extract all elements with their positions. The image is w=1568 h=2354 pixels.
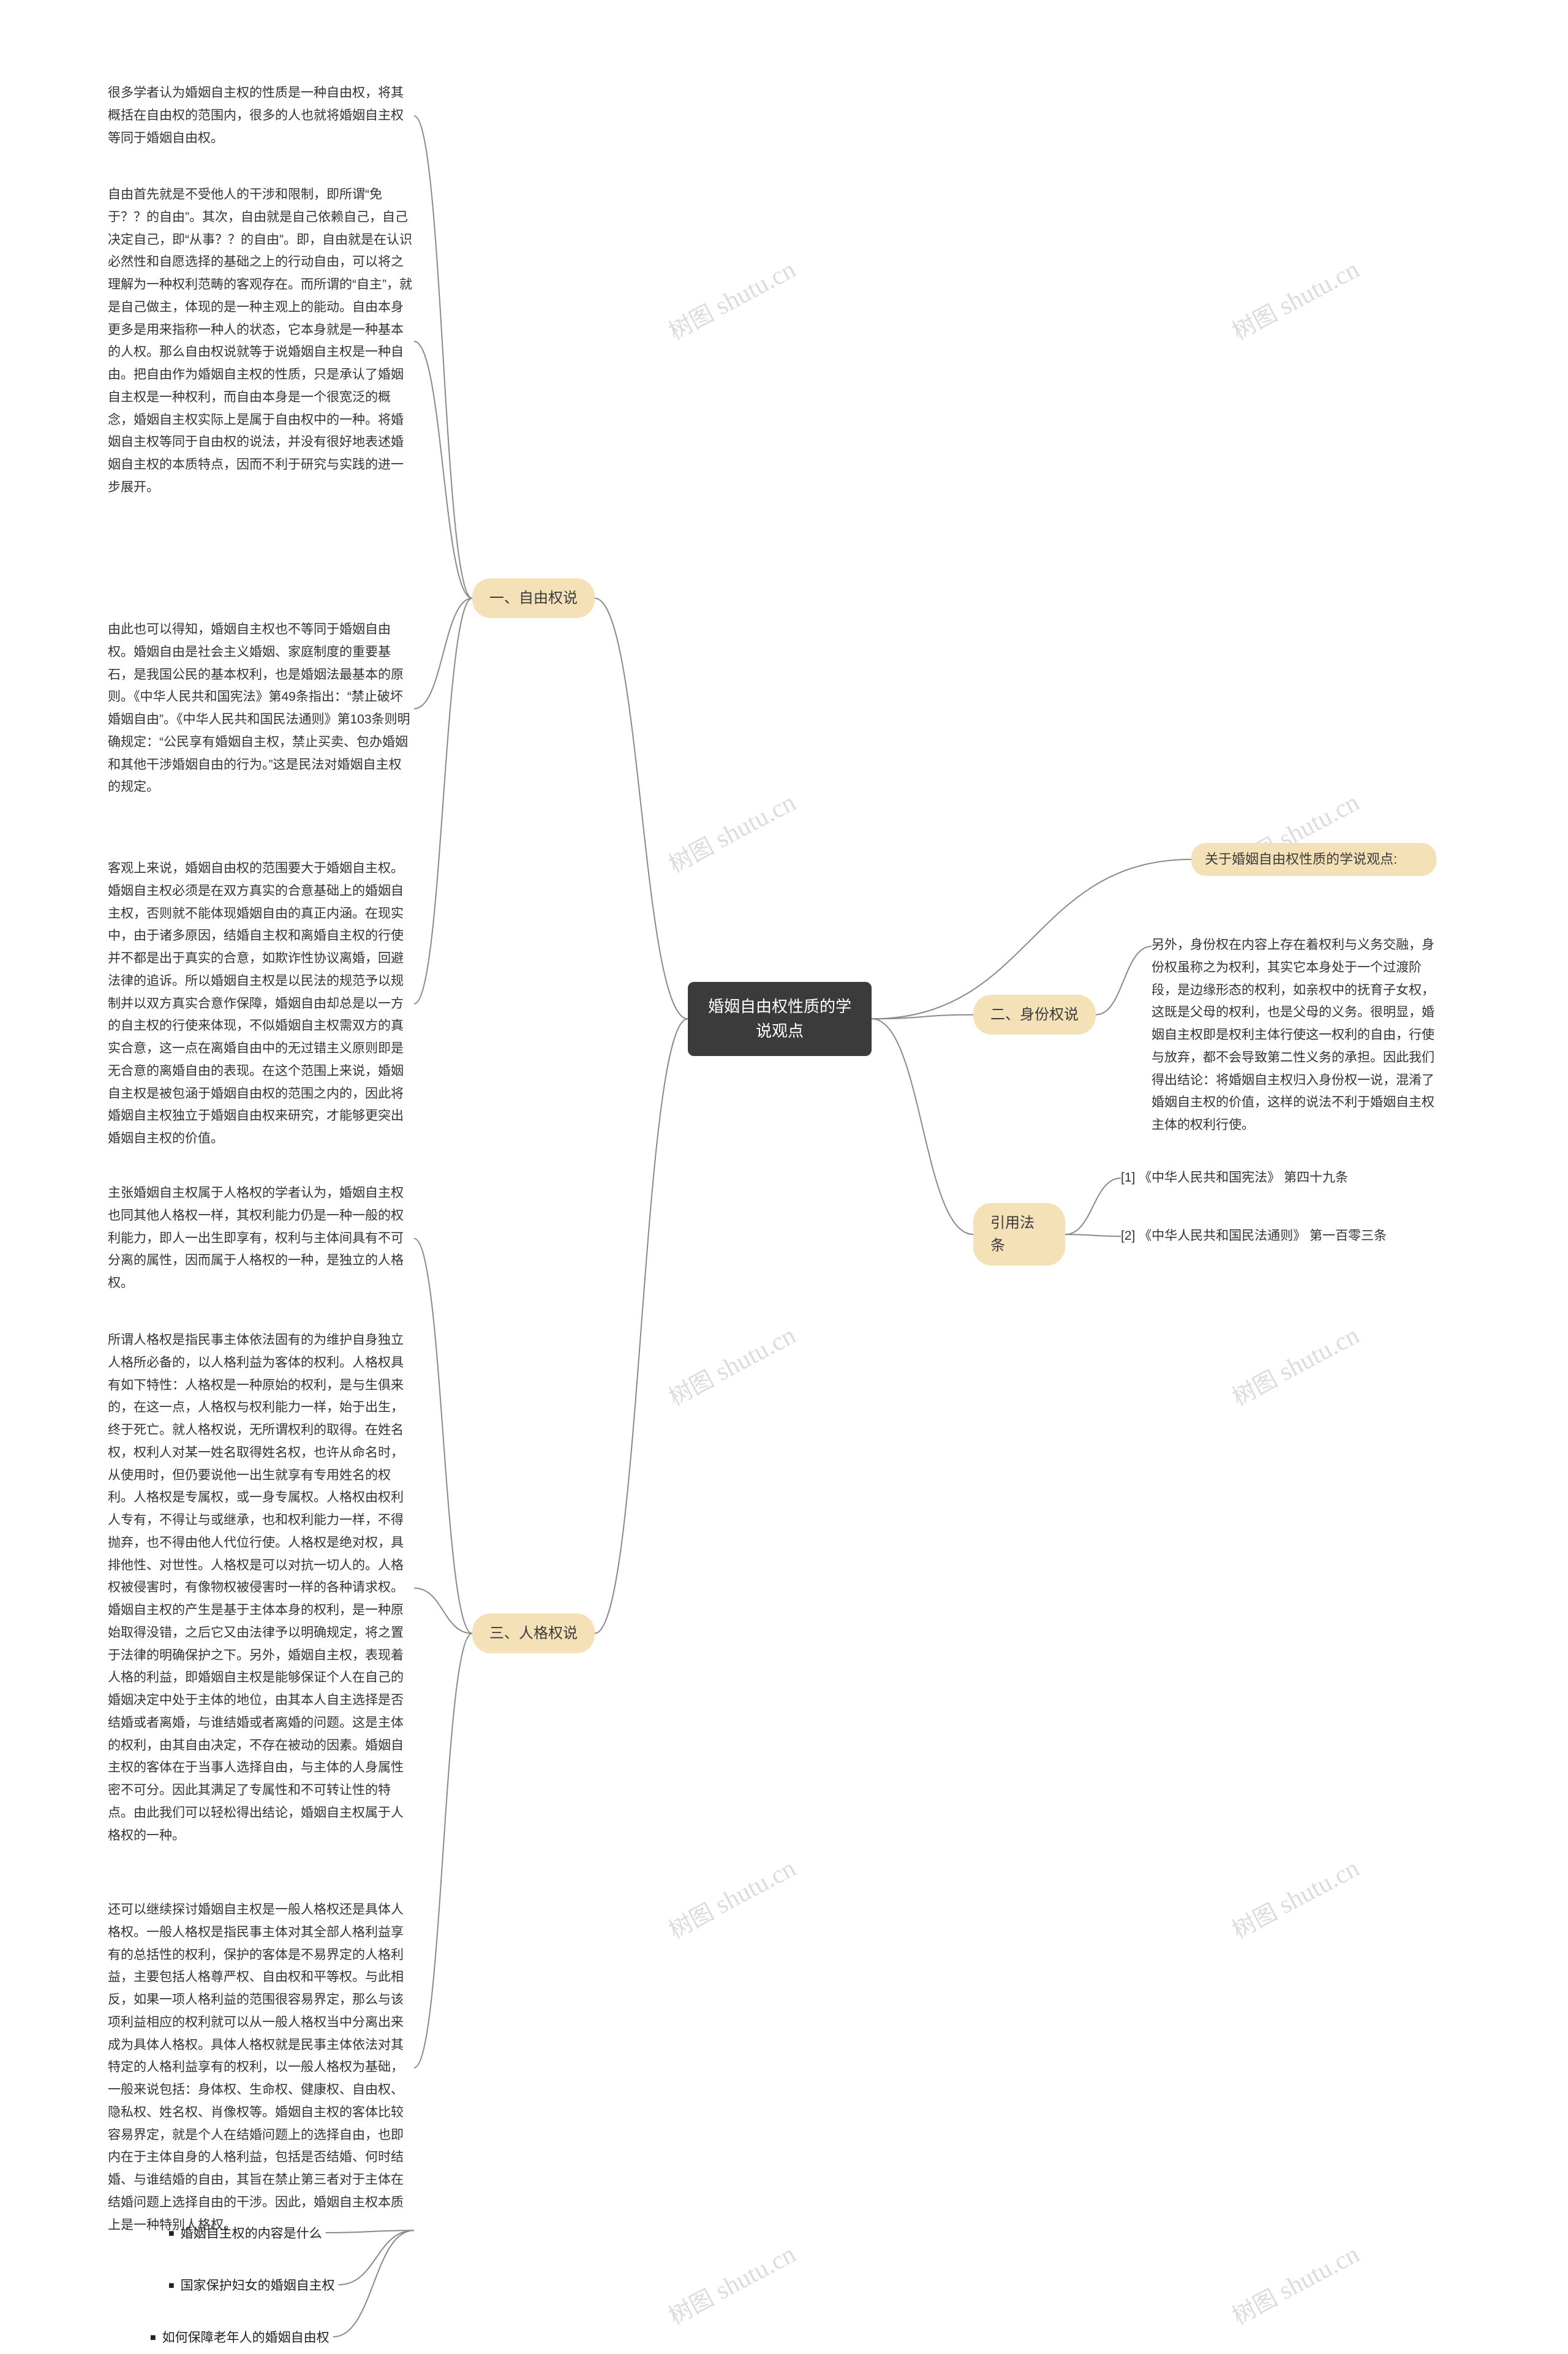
branch-label: 引用法条 xyxy=(990,1215,1035,1254)
leaf-text: 另外，身份权在内容上存在着权利与义务交融，身份权虽称之为权利，其实它本身处于一个… xyxy=(1152,934,1439,1137)
branch-label: 二、身份权说 xyxy=(990,1006,1079,1023)
branch-node-b1[interactable]: 一、自由权说 xyxy=(472,578,595,618)
watermark: 树图 shutu.cn xyxy=(662,784,801,879)
watermark: 树图 shutu.cn xyxy=(1225,1850,1364,1945)
leaf-text: 所谓人格权是指民事主体依法固有的为维护自身独立人格所必备的，以人格利益为客体的权… xyxy=(108,1329,414,1847)
branch-label: 关于婚姻自由权性质的学说观点: xyxy=(1205,851,1397,867)
bullet-link[interactable]: 国家保护妇女的婚姻自主权 xyxy=(168,2276,335,2294)
bullet-link[interactable]: 如何保障老年人的婚姻自由权 xyxy=(150,2328,330,2346)
mindmap-canvas: 树图 shutu.cn 树图 shutu.cn 树图 shutu.cn 树图 shut… xyxy=(0,0,1568,2354)
branch-label: 三、人格权说 xyxy=(489,1625,578,1642)
watermark: 树图 shutu.cn xyxy=(1225,251,1364,346)
branch-node-b2[interactable]: 二、身份权说 xyxy=(973,995,1096,1035)
watermark: 树图 shutu.cn xyxy=(662,251,801,346)
leaf-text: 自由首先就是不受他人的干涉和限制，即所谓“免于？？的自由”。其次，自由就是自己依… xyxy=(108,184,414,499)
leaf-text: [1] 《中华人民共和国宪法》 第四十九条 xyxy=(1121,1167,1390,1190)
leaf-text: 客观上来说，婚姻自由权的范围要大于婚姻自主权。婚姻自主权必须是在双方真实的合意基… xyxy=(108,858,414,1150)
bullet-link[interactable]: 婚姻自主权的内容是什么 xyxy=(168,2224,322,2242)
watermark: 树图 shutu.cn xyxy=(662,1317,801,1412)
leaf-text: 主张婚姻自主权属于人格权的学者认为，婚姻自主权也同其他人格权一样，其权利能力仍是… xyxy=(108,1182,414,1295)
watermark: 树图 shutu.cn xyxy=(1225,2236,1364,2331)
leaf-text: 很多学者认为婚姻自主权的性质是一种自由权，将其概括在自由权的范围内，很多的人也就… xyxy=(108,82,414,149)
leaf-text: 还可以继续探讨婚姻自主权是一般人格权还是具体人格权。一般人格权是指民事主体对其全… xyxy=(108,1899,414,2236)
branch-node-b3[interactable]: 三、人格权说 xyxy=(472,1613,595,1653)
watermark: 树图 shutu.cn xyxy=(662,1850,801,1945)
leaf-text: 由此也可以得知，婚姻自主权也不等同于婚姻自由权。婚姻自由是社会主义婚姻、家庭制度… xyxy=(108,619,414,799)
watermark: 树图 shutu.cn xyxy=(1225,1317,1364,1412)
leaf-text: [2] 《中华人民共和国民法通则》 第一百零三条 xyxy=(1121,1225,1390,1248)
branch-node-bq[interactable]: 关于婚姻自由权性质的学说观点: xyxy=(1191,843,1436,876)
watermark: 树图 shutu.cn xyxy=(662,2236,801,2331)
branch-node-bref[interactable]: 引用法条 xyxy=(973,1203,1065,1266)
branch-label: 一、自由权说 xyxy=(489,590,578,606)
root-label: 婚姻自由权性质的学说观点 xyxy=(708,997,851,1040)
root-node[interactable]: 婚姻自由权性质的学说观点 xyxy=(688,982,872,1056)
